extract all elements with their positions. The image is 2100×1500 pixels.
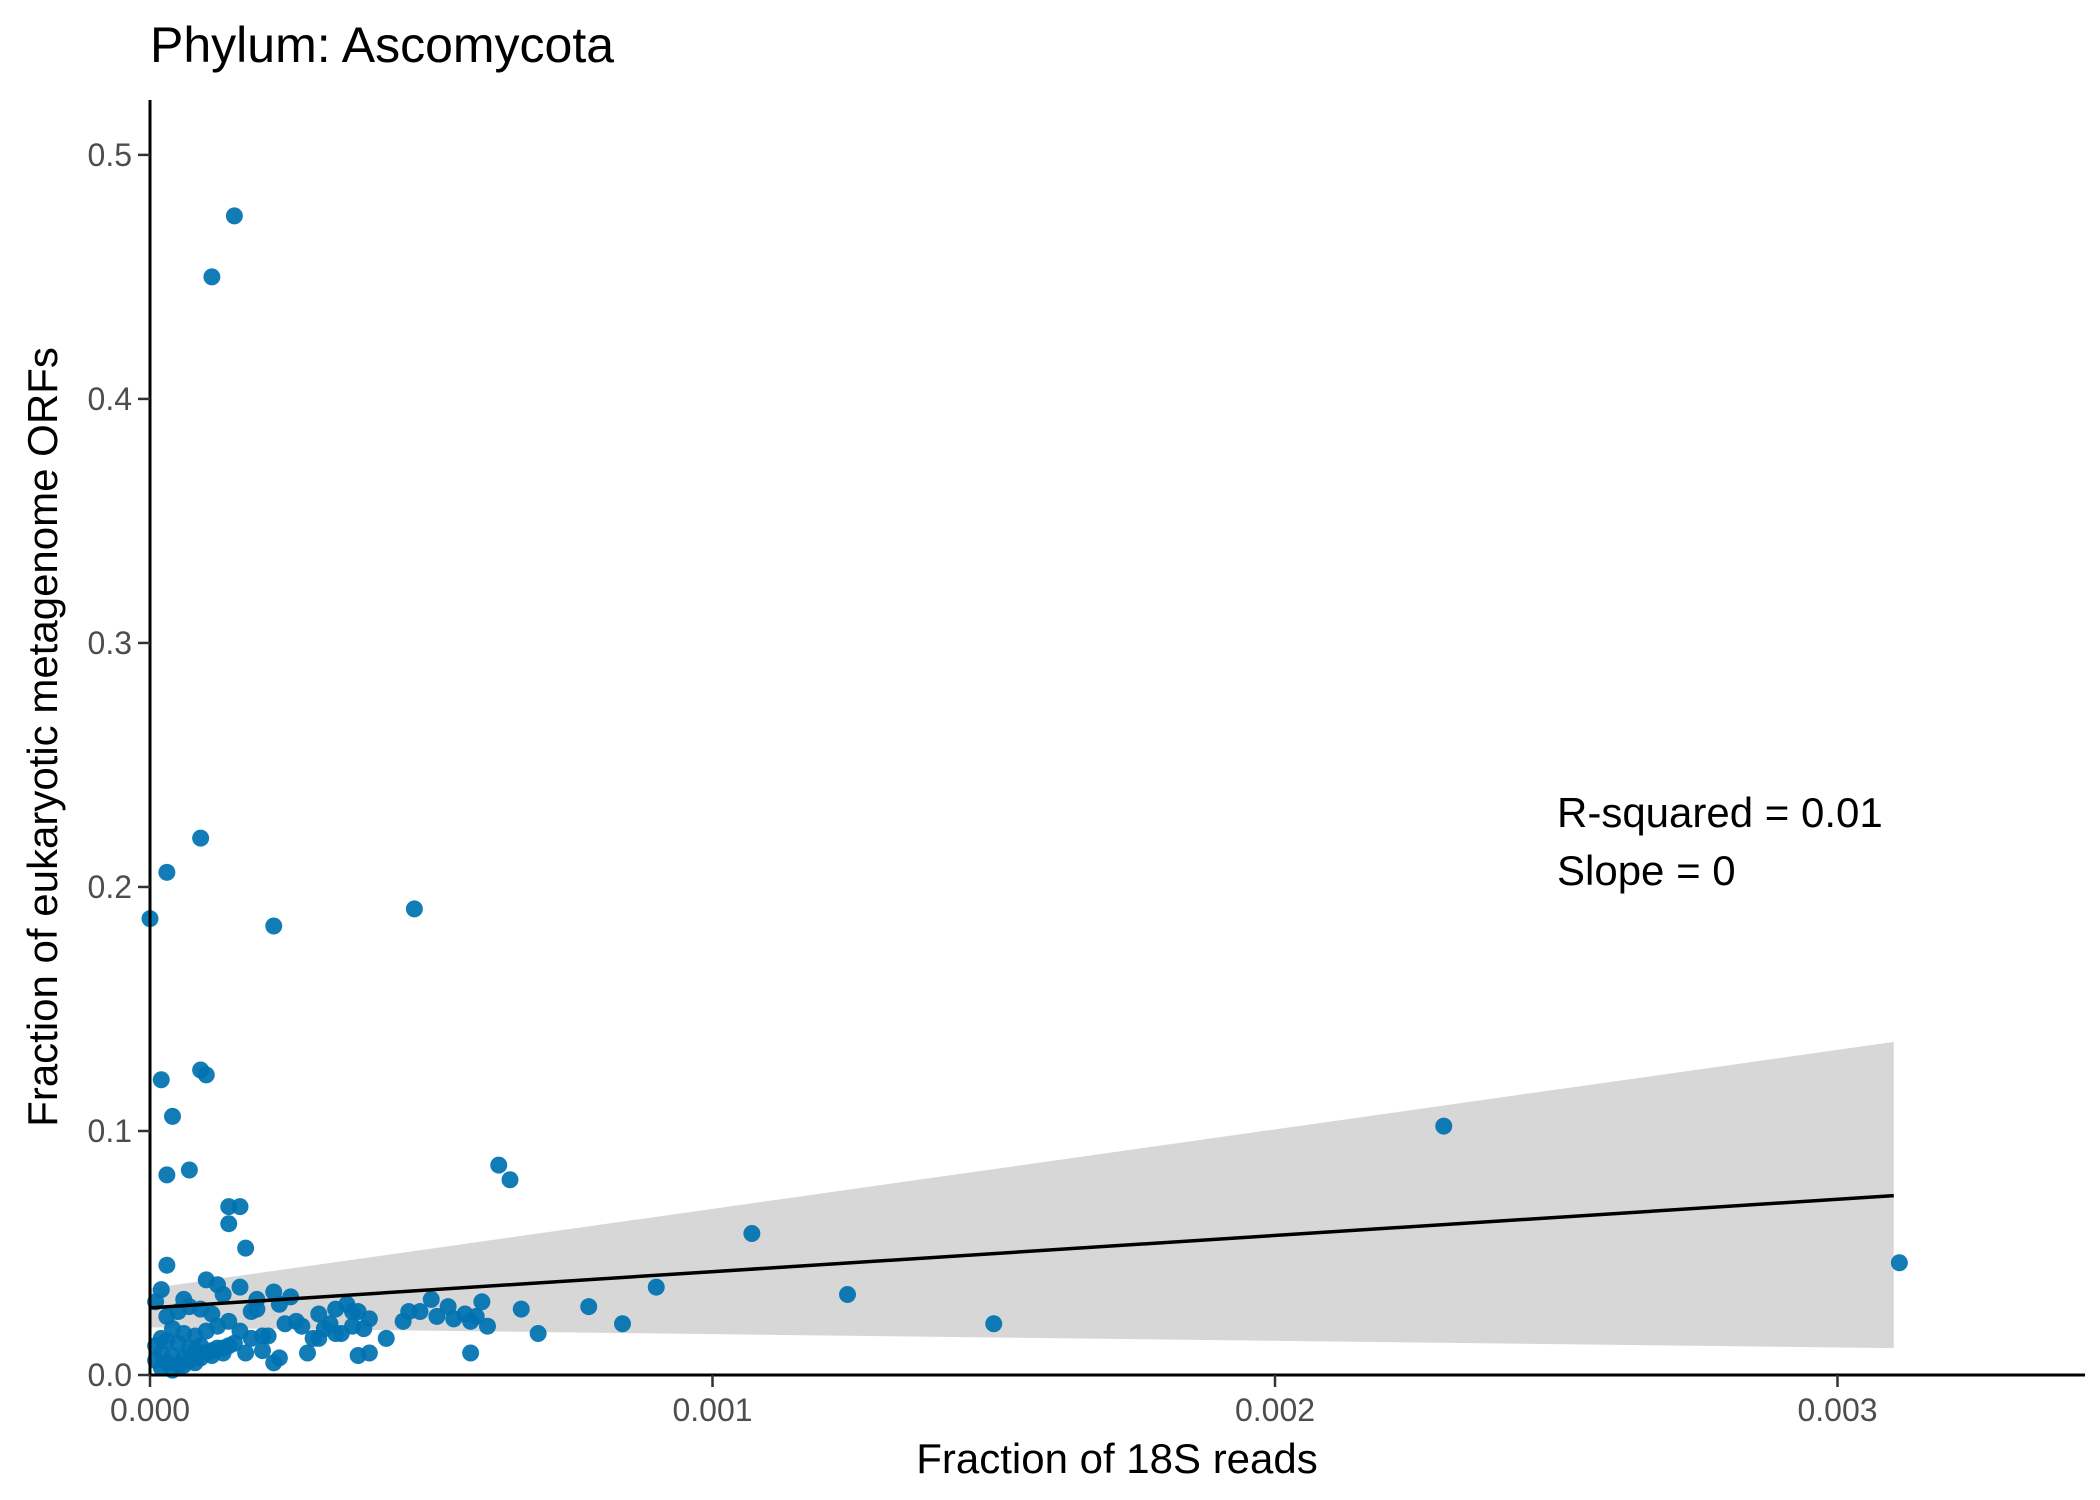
data-point: [203, 268, 221, 286]
x-tick-label: 0.003: [1797, 1392, 1877, 1428]
data-point: [411, 1303, 429, 1321]
data-point: [203, 1305, 221, 1323]
data-point: [344, 1303, 361, 1321]
data-point: [422, 1290, 440, 1308]
data-point: [501, 1171, 519, 1189]
x-tick-label: 0.002: [1235, 1392, 1315, 1428]
data-point: [405, 900, 423, 918]
y-tick-label: 0.4: [88, 381, 132, 417]
y-tick-label: 0.3: [88, 625, 132, 661]
x-axis-ticks: 0.000 0.001 0.002 0.003: [110, 1375, 1878, 1428]
chart-title: Phylum: Ascomycota: [150, 17, 614, 73]
data-point: [231, 1278, 249, 1296]
data-point: [254, 1342, 271, 1360]
data-point: [186, 1354, 204, 1372]
data-point: [377, 1329, 395, 1347]
y-tick-label: 0.2: [88, 869, 132, 905]
data-point: [180, 1161, 198, 1179]
data-point: [310, 1305, 328, 1323]
data-point: [479, 1317, 496, 1335]
data-point: [214, 1285, 232, 1303]
y-tick-label: 0.5: [88, 137, 132, 173]
data-point: [445, 1310, 463, 1328]
data-point: [580, 1298, 598, 1316]
data-point: [428, 1307, 446, 1325]
data-point: [192, 829, 210, 847]
data-point: [1435, 1117, 1453, 1135]
confidence-band-layer: [150, 1041, 1894, 1349]
data-point: [242, 1303, 260, 1321]
data-point: [490, 1156, 508, 1174]
data-point: [158, 1256, 176, 1274]
data-point: [265, 917, 283, 935]
y-axis-title: Fraction of eukaryotic metagenome ORFs: [19, 347, 66, 1127]
data-point: [225, 207, 243, 225]
data-point: [237, 1239, 255, 1257]
data-point: [462, 1344, 480, 1362]
y-tick-label: 0.1: [88, 1113, 132, 1149]
data-point: [158, 1166, 176, 1184]
fit-line-layer: [149, 1193, 1894, 1310]
data-point: [743, 1224, 761, 1242]
data-point: [512, 1300, 530, 1318]
regression-line: [149, 1193, 1894, 1310]
x-axis-title: Fraction of 18S reads: [916, 1435, 1318, 1482]
data-point: [647, 1278, 665, 1296]
data-point: [164, 1107, 181, 1125]
data-point: [197, 1066, 215, 1084]
data-point: [394, 1312, 412, 1330]
x-tick-label: 0.000: [110, 1392, 190, 1428]
data-point: [214, 1344, 232, 1362]
data-point: [259, 1327, 277, 1345]
y-axis-ticks: 0.0 0.1 0.2 0.3 0.4 0.5: [88, 137, 150, 1393]
confidence-band: [150, 1041, 1894, 1349]
data-point: [462, 1312, 480, 1330]
data-point: [220, 1215, 238, 1233]
data-point: [158, 863, 176, 881]
y-tick-label: 0.0: [88, 1357, 132, 1393]
data-point: [237, 1344, 255, 1362]
data-point: [152, 1071, 170, 1089]
data-point: [985, 1315, 1003, 1333]
data-point: [473, 1293, 491, 1311]
data-point: [360, 1344, 378, 1362]
data-point: [231, 1198, 249, 1216]
data-point: [287, 1312, 305, 1330]
data-point: [299, 1344, 316, 1362]
r-squared-annotation: R-squared = 0.01: [1557, 789, 1883, 836]
data-point: [304, 1329, 322, 1347]
data-point: [1890, 1254, 1908, 1272]
data-point: [614, 1315, 631, 1333]
data-points-layer: [141, 207, 1908, 1379]
data-point: [327, 1325, 345, 1343]
x-tick-label: 0.001: [672, 1392, 752, 1428]
data-point: [355, 1320, 373, 1338]
data-point: [839, 1285, 856, 1303]
data-point: [529, 1325, 547, 1343]
data-point: [270, 1349, 288, 1367]
slope-annotation: Slope = 0: [1557, 847, 1736, 894]
